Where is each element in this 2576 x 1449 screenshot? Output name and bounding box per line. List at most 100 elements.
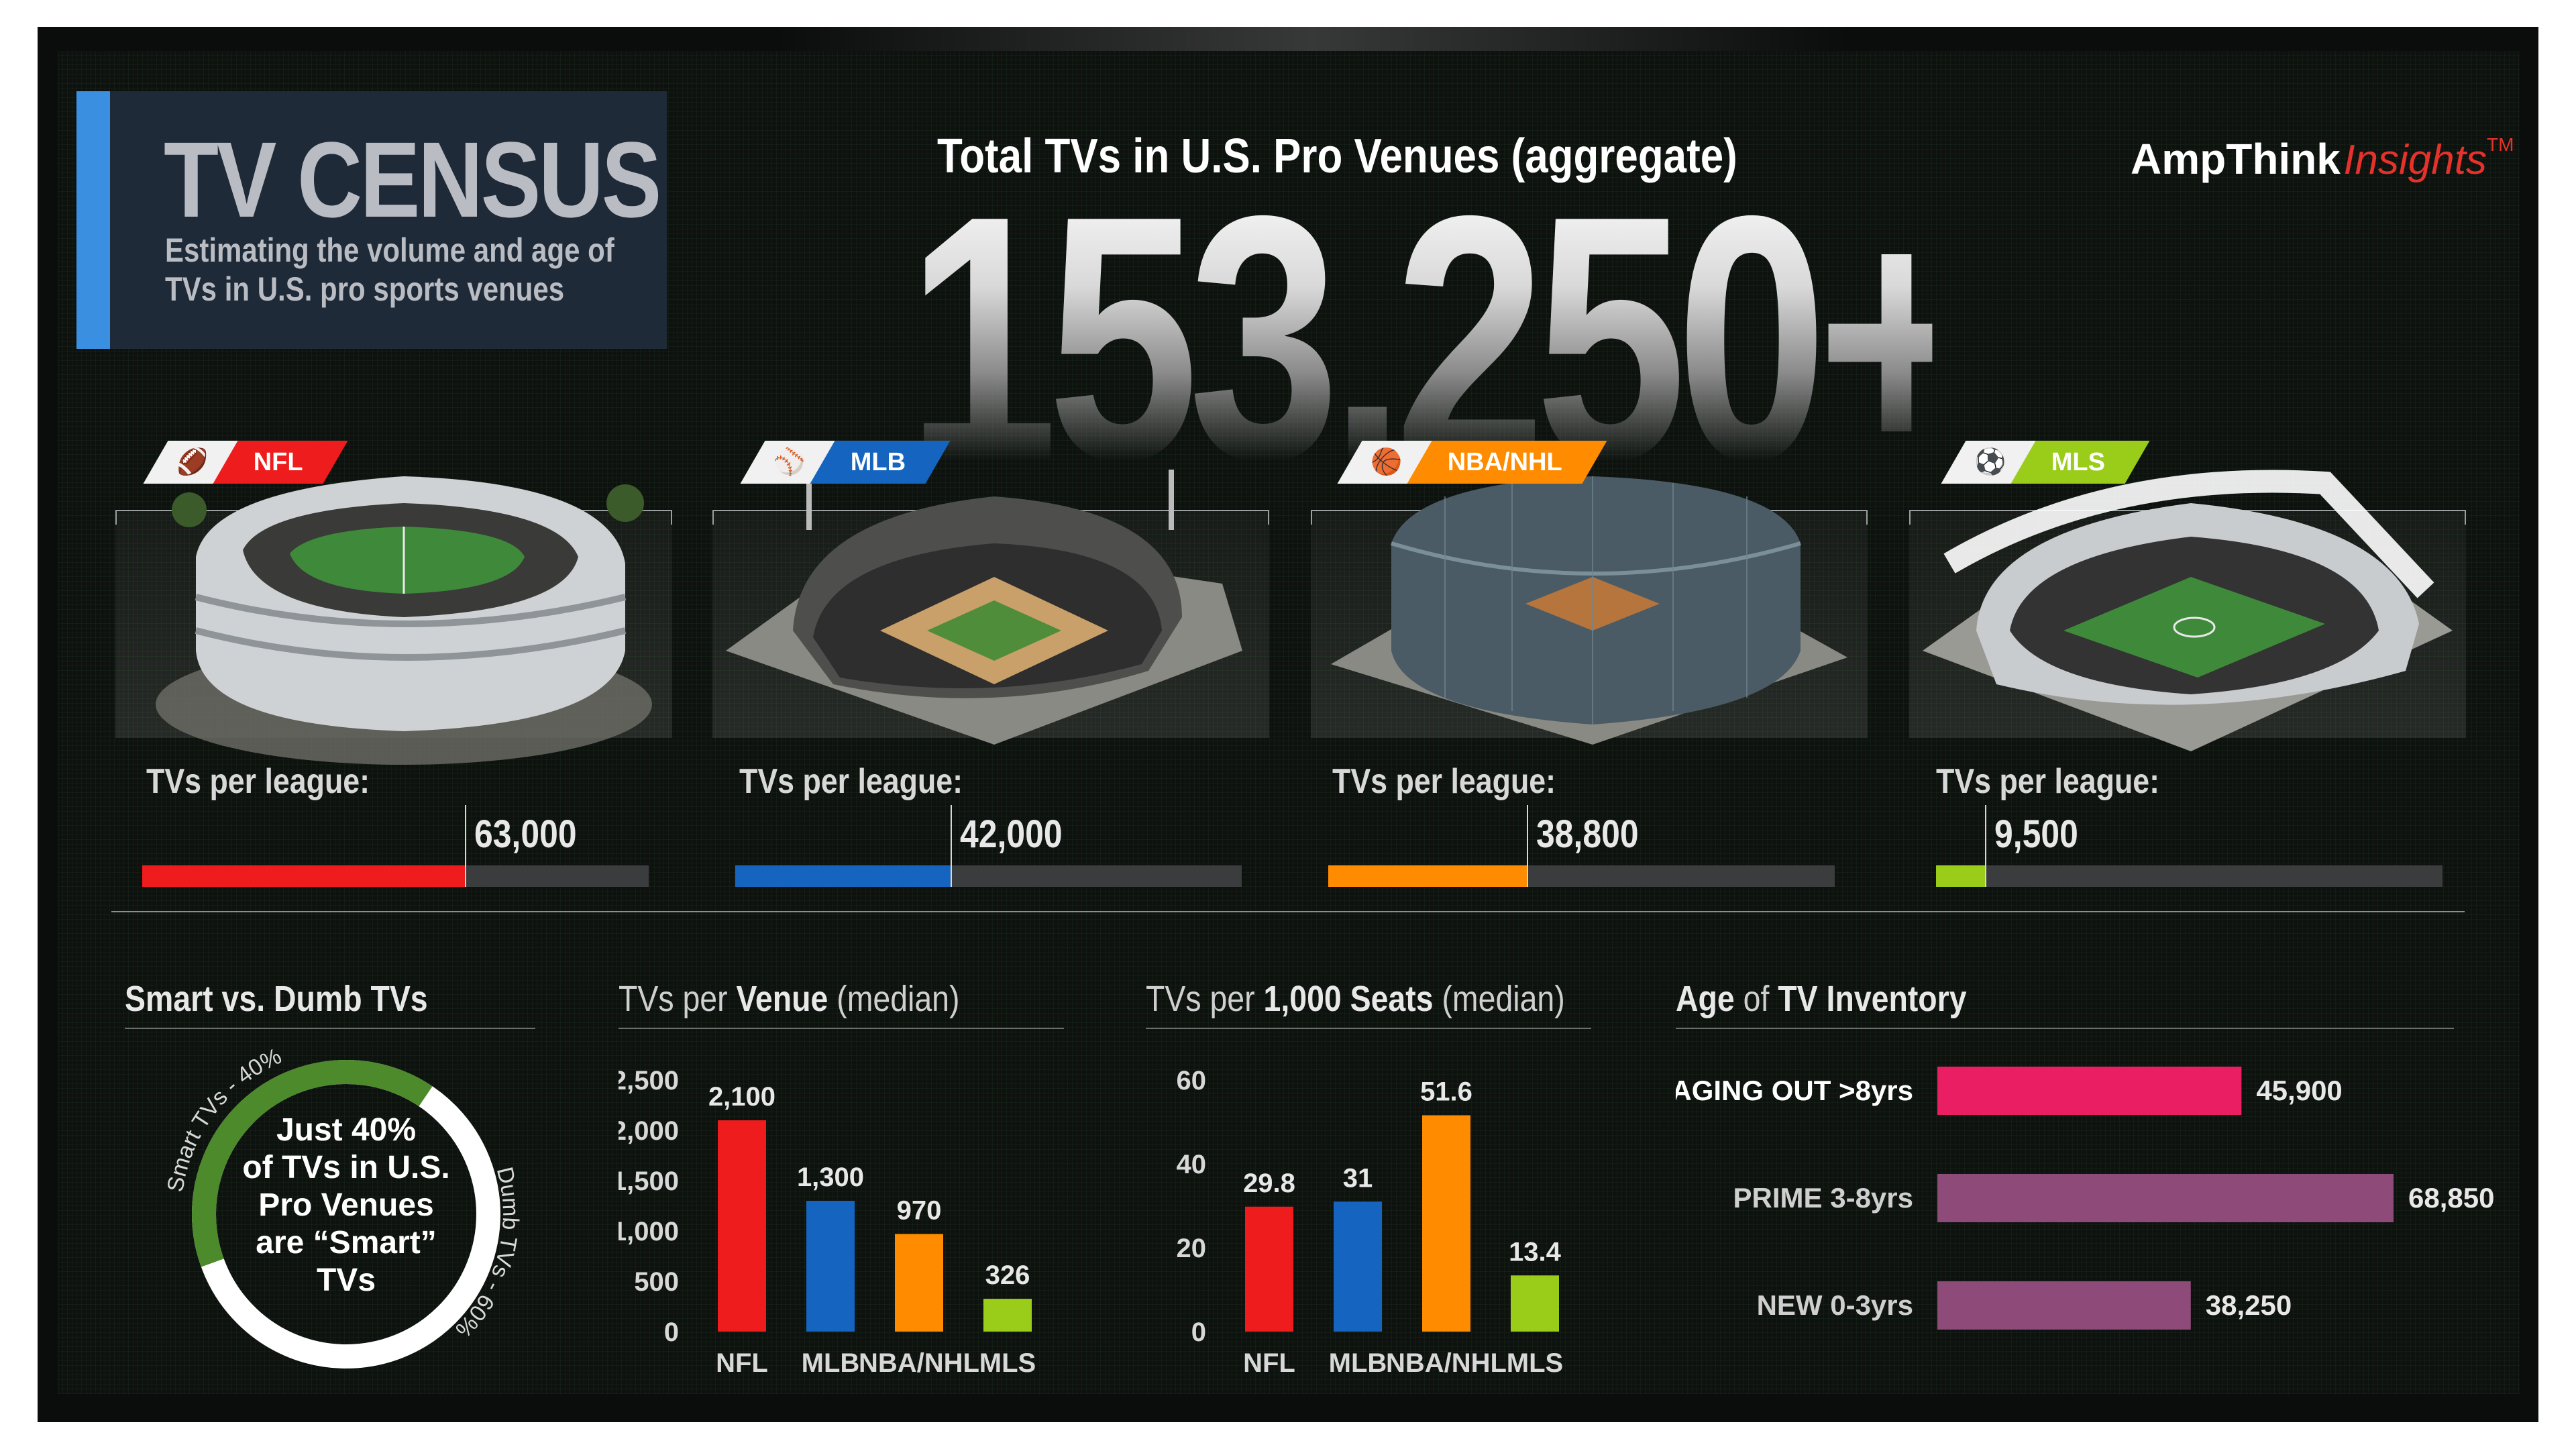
tvs-per-venue-chart: 0 500 1,000 1,500 2,000 2,500 2,100 NFL 1,300 MLB… [619,1066,1036,1378]
venue-chart-ytick: 1,000 [619,1217,679,1246]
venue-chart-data-label: 326 [985,1260,1030,1290]
age-chart-data-label: 68,850 [2408,1182,2494,1214]
brand-trademark: TM [2487,134,2514,155]
tag-label: NFL [254,447,303,476]
seats-chart-data-label: 29.8 [1243,1169,1295,1198]
seats-chart-data-label: 31 [1343,1163,1373,1193]
basketball-hockey-icon: 🏀 [1371,448,1403,476]
donut-center-text: Just 40% of TVs in U.S. Pro Venues are “… [242,1112,449,1298]
baseball-icon: ⚾ [773,448,806,476]
venue-chart-bar-nbanhl [895,1234,943,1332]
svg-text:Pro Venues: Pro Venues [258,1187,433,1223]
league-bar-fill [1328,865,1527,887]
venue-chart-bar-mls [983,1299,1032,1332]
seats-chart-category-label: NBA/NHL [1386,1348,1507,1378]
venue-chart-category-label: MLS [979,1348,1036,1378]
seats-chart-bar-mlb [1334,1201,1382,1332]
league-value-nba-nhl: 38,800 [1536,812,1639,856]
age-chart-bar-1 [1937,1174,2394,1222]
league-bar-marker [950,805,952,887]
brand-name: AmpThink [2131,135,2341,183]
tag-nfl: 🏈 NFL [143,441,348,484]
baseball-stadium-illustration [726,470,1242,745]
venue-chart-category-label: MLB [802,1348,860,1378]
venue-chart-ytick: 500 [634,1267,679,1297]
football-icon: 🏈 [176,448,209,476]
tag-label: MLB [851,447,906,476]
venue-chart-bar-mlb [806,1201,855,1332]
venue-chart-bar-nfl [718,1120,766,1332]
football-stadium-illustration [156,476,652,765]
seats-chart-category-label: MLS [1507,1348,1563,1378]
seats-chart-title: TVs per 1,000 Seats (median) [1146,979,1565,1019]
league-bar-fill [735,865,951,887]
age-chart-underline [1676,1028,2454,1029]
league-bar-mlb [735,805,1242,887]
section-divider [111,911,2465,912]
svg-text:Just 40%: Just 40% [276,1112,416,1148]
venue-chart-ytick: 2,000 [619,1116,679,1146]
venue-chart-ytick: 1,500 [619,1167,679,1196]
seats-chart-bar-nfl [1245,1206,1293,1332]
tag-label: NBA/NHL [1448,447,1562,476]
page-subtitle: Estimating the volume and age of TVs in … [165,231,614,308]
league-value-mls: 9,500 [1994,812,2078,856]
tag-mlb: ⚾ MLB [740,441,951,484]
venue-mls [1909,470,2466,751]
top-highlight [775,27,1849,54]
venue-chart-category-label: NFL [716,1348,768,1378]
seats-chart-bar-mls [1511,1275,1559,1332]
league-bar-nba-nhl [1328,805,1835,887]
venue-chart-ytick: 2,500 [619,1066,679,1095]
league-label-nba-nhl: TVs per league: [1332,762,1556,801]
venue-chart-title: TVs per Venue (median) [619,979,960,1019]
smart-dumb-title: Smart vs. Dumb TVs [125,979,428,1019]
venue-chart-ytick: 0 [664,1318,679,1347]
age-chart-category-label: PRIME 3-8yrs [1733,1182,1913,1214]
seats-chart-category-label: NFL [1243,1348,1295,1378]
venue-chart-data-label: 2,100 [708,1082,775,1112]
tvs-per-1000-seats-chart: 0 20 40 60 29.8 NFL 31 MLB 51.6 NBA/NHL 13.4 MLS [1177,1066,1564,1378]
venue-chart-category-label: NBA/NHL [859,1348,979,1378]
age-chart-bar-2 [1937,1281,2191,1330]
title-accent-bar [76,91,110,349]
age-chart-bar-0 [1937,1067,2242,1115]
seats-chart-ytick: 0 [1191,1318,1206,1347]
aggregate-label: Total TVs in U.S. Pro Venues (aggregate) [937,129,1737,183]
svg-text:of TVs in U.S.: of TVs in U.S. [242,1150,449,1185]
smart-dumb-underline [125,1028,535,1029]
age-chart-data-label: 45,900 [2256,1075,2342,1106]
age-chart-category-label: NEW 0-3yrs [1757,1289,1913,1321]
seats-chart-ytick: 60 [1177,1066,1207,1095]
venue-chart-data-label: 970 [897,1196,942,1226]
seats-chart-ytick: 20 [1177,1234,1207,1263]
league-bar-fill [1936,865,1985,887]
league-bar-marker [465,805,467,887]
svg-text:TVs: TVs [317,1263,376,1298]
age-chart-data-label: 38,250 [2206,1289,2292,1321]
league-bar-nfl [142,805,649,887]
soccer-ball-icon: ⚽ [1974,448,2006,476]
tag-nba-nhl: 🏀 NBA/NHL [1337,441,1607,484]
tag-mls: ⚽ MLS [1941,441,2150,484]
venue-chart-underline [619,1028,1064,1029]
seats-chart-underline [1146,1028,1591,1029]
infographic-frame: TV CENSUS Estimating the volume and age … [38,27,2538,1422]
venue-nba-nhl [1311,476,1868,745]
title-box: TV CENSUS Estimating the volume and age … [76,91,667,349]
donut-smart-arc [192,1060,433,1267]
league-bar-fill [142,865,466,887]
arena-illustration [1331,476,1847,745]
seats-chart-data-label: 13.4 [1509,1237,1562,1267]
league-value-nfl: 63,000 [474,812,577,856]
league-bar-mls [1936,805,2443,887]
venue-nfl [115,476,672,765]
age-chart-category-label: AGING OUT >8yrs [1676,1075,1913,1106]
brand-insights: Insights [2343,137,2487,183]
soccer-stadium-illustration [1923,470,2453,751]
seats-chart-category-label: MLB [1329,1348,1387,1378]
league-bar-marker [1527,805,1529,887]
venue-chart-data-label: 1,300 [797,1163,864,1192]
svg-text:are “Smart”: are “Smart” [256,1225,436,1260]
league-bar-marker [1984,805,1986,887]
